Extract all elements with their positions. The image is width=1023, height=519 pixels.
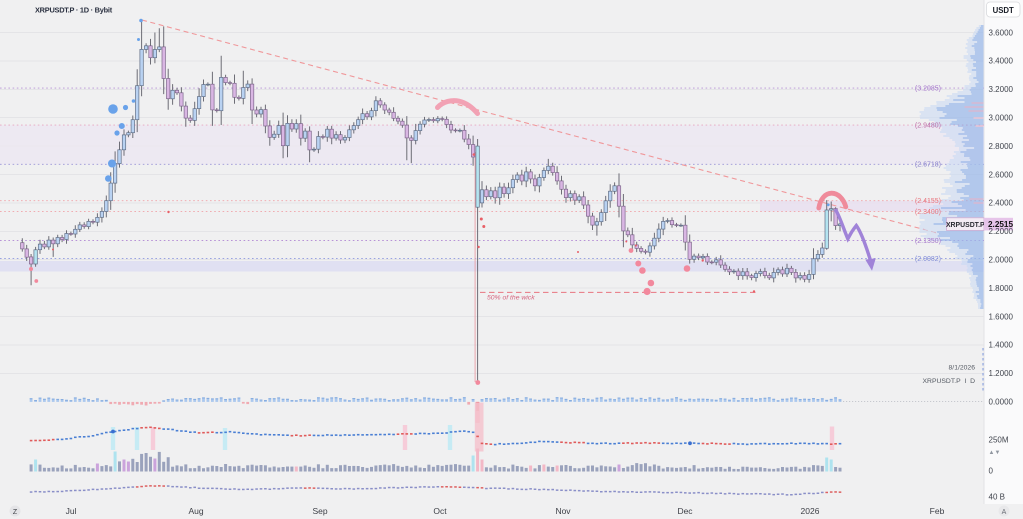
svg-text:250M: 250M: [989, 436, 1009, 445]
svg-text:(2.3400): (2.3400): [915, 209, 941, 216]
svg-text:(2.4155): (2.4155): [915, 198, 941, 205]
svg-text:XRPUSDT.P I D: XRPUSDT.P I D: [923, 378, 976, 385]
svg-text:2.6000: 2.6000: [989, 170, 1014, 179]
svg-text:50% of the wick: 50% of the wick: [487, 295, 535, 302]
svg-text:3.4000: 3.4000: [989, 57, 1014, 66]
svg-text:USDT: USDT: [993, 6, 1014, 15]
svg-text:(2.6718): (2.6718): [915, 162, 941, 169]
svg-text:XRPUSDT.P: XRPUSDT.P: [946, 222, 985, 229]
svg-text:Z: Z: [13, 509, 18, 516]
svg-text:Aug: Aug: [188, 506, 203, 516]
svg-text:3.6000: 3.6000: [989, 28, 1014, 37]
svg-text:Feb: Feb: [930, 506, 945, 516]
svg-text:3.2000: 3.2000: [989, 85, 1014, 94]
svg-text:8/1/2026: 8/1/2026: [949, 365, 976, 372]
svg-text:▲▼: ▲▼: [989, 450, 1001, 456]
svg-text:2.0000: 2.0000: [989, 256, 1014, 265]
svg-text:(2.9480): (2.9480): [915, 123, 941, 130]
svg-text:Jul: Jul: [66, 506, 77, 516]
svg-text:2.2000: 2.2000: [989, 227, 1014, 236]
svg-text:(2.0082): (2.0082): [915, 256, 941, 263]
svg-text:2026: 2026: [801, 506, 820, 516]
svg-text:0: 0: [989, 466, 994, 475]
svg-text:3.0000: 3.0000: [989, 114, 1014, 123]
svg-text:1.4000: 1.4000: [989, 341, 1014, 350]
svg-text:Sep: Sep: [312, 506, 327, 516]
svg-text:A: A: [1002, 509, 1007, 516]
svg-text:2.4000: 2.4000: [989, 199, 1014, 208]
svg-text:XRPUSDT.P · 1D · Bybit: XRPUSDT.P · 1D · Bybit: [35, 5, 113, 14]
svg-text:1.2000: 1.2000: [989, 369, 1014, 378]
svg-text:2.2515: 2.2515: [988, 220, 1013, 229]
svg-text:(3.2085): (3.2085): [915, 86, 941, 93]
svg-text:1.6000: 1.6000: [989, 312, 1014, 321]
svg-text:Dec: Dec: [677, 506, 693, 516]
svg-text:1.8000: 1.8000: [989, 284, 1014, 293]
svg-text:(2.1350): (2.1350): [915, 238, 941, 245]
svg-text:Oct: Oct: [433, 506, 447, 516]
svg-text:Nov: Nov: [555, 506, 571, 516]
svg-text:2.8000: 2.8000: [989, 142, 1014, 151]
svg-text:0.0000: 0.0000: [989, 397, 1014, 406]
svg-text:40 B: 40 B: [989, 492, 1005, 501]
